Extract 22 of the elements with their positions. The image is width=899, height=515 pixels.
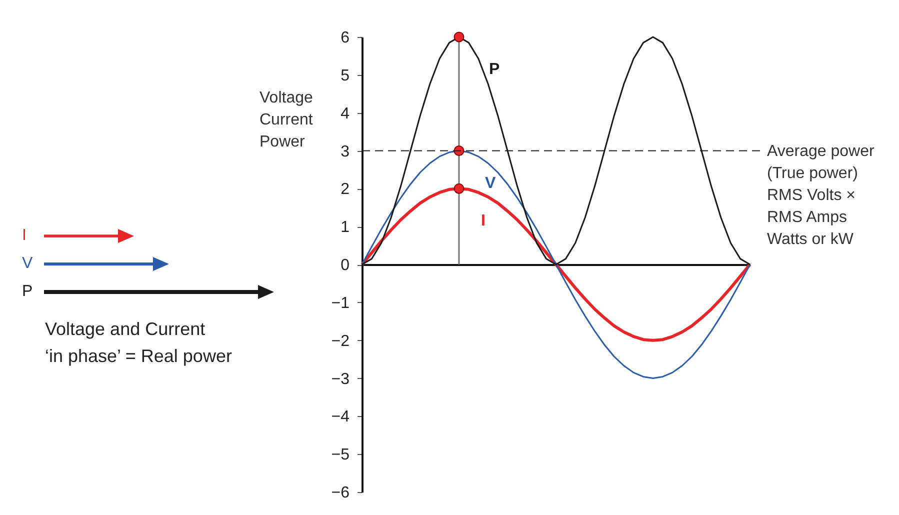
y-tick-label: −3 bbox=[331, 370, 350, 388]
y-tick-label: 1 bbox=[340, 219, 350, 236]
y-tick-label: 0 bbox=[340, 257, 350, 274]
y-tick-label: −4 bbox=[331, 408, 350, 426]
series-label: V bbox=[485, 174, 496, 192]
y-tick-label: −2 bbox=[331, 332, 350, 350]
y-tick-label: −5 bbox=[331, 446, 350, 464]
y-tick-label: 2 bbox=[340, 181, 350, 198]
text: Voltage and Current ‘in phase’ = Real power bbox=[45, 318, 232, 368]
ref-line-label: Average power (True power) RMS Volts × RMS Amps Watts or kW bbox=[767, 142, 875, 248]
y-tick-label: −1 bbox=[331, 294, 350, 312]
y-tick-label: 3 bbox=[340, 143, 350, 160]
y-tick-label: 4 bbox=[340, 105, 350, 122]
legend-label: I bbox=[22, 227, 28, 245]
y-tick-label: 5 bbox=[340, 67, 350, 84]
series-label: P bbox=[489, 61, 500, 78]
y-tick-label: −6 bbox=[331, 484, 350, 502]
y-axis-title: Voltage Current Power bbox=[260, 89, 314, 150]
text: I bbox=[481, 212, 486, 230]
text: P bbox=[22, 283, 33, 300]
y-tick-label: 6 bbox=[340, 30, 350, 46]
text: V bbox=[22, 255, 33, 272]
